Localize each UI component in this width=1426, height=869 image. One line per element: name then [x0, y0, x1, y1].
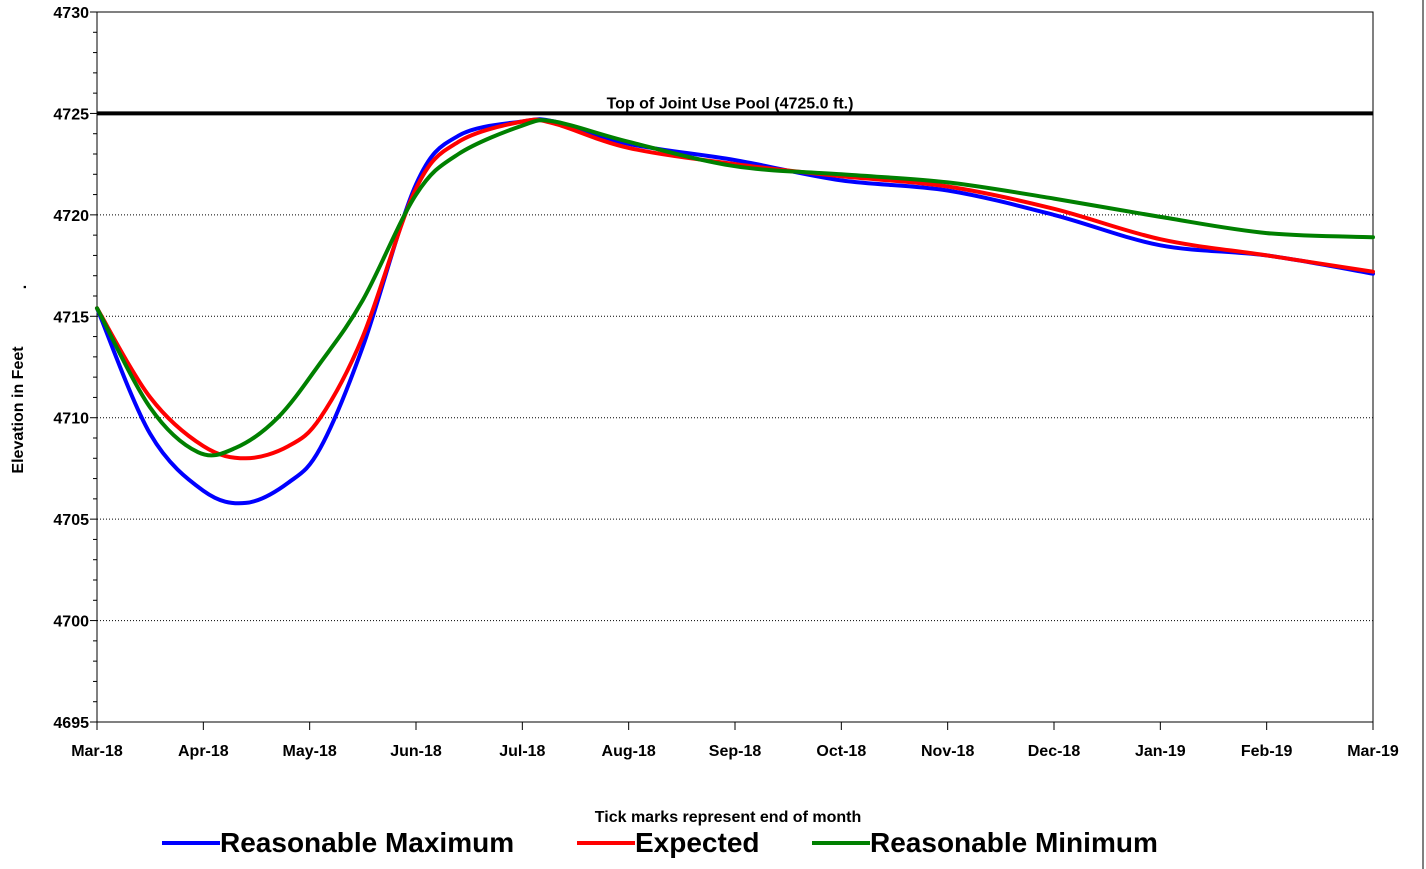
x-tick-label: Apr-18 — [178, 743, 229, 760]
y-axis-title: Elevation in Feet — [10, 346, 27, 474]
y-tick-label: 4720 — [53, 208, 89, 225]
series-line-reasonable-minimum — [95, 118, 1375, 458]
x-tick-label: Jan-19 — [1135, 743, 1186, 760]
x-tick-label: May-18 — [283, 743, 337, 760]
legend-label-reasonable-maximum: Reasonable Maximum — [220, 827, 514, 858]
x-tick-label: Oct-18 — [816, 743, 866, 760]
x-axis-title: Tick marks represent end of month — [595, 809, 861, 826]
x-tick-label: Feb-19 — [1241, 743, 1293, 760]
x-tick-label: Jul-18 — [499, 743, 545, 760]
x-tick-label: Aug-18 — [602, 743, 656, 760]
y-ticks: 4695 4700 4705 4710 4715 4720 4725 4730 — [53, 5, 97, 732]
x-tick-label: Mar-19 — [1347, 743, 1399, 760]
legend: Reasonable Maximum Expected Reasonable Min… — [162, 827, 1158, 858]
x-tick-label: Mar-18 — [71, 743, 123, 760]
y-tick-label: 4725 — [53, 106, 89, 123]
x-ticks: Mar-18 Apr-18 May-18 Jun-18 Jul-18 Aug-18 Sep-… — [71, 722, 1399, 760]
y-tick-label: 4715 — [53, 309, 89, 326]
y-axis-marker: . — [13, 285, 30, 289]
y-tick-label: 4710 — [53, 411, 89, 428]
series-lines — [95, 117, 1375, 506]
y-tick-label: 4730 — [53, 5, 89, 22]
x-tick-label: Dec-18 — [1028, 743, 1081, 760]
joint-use-pool-label: Top of Joint Use Pool (4725.0 ft.) — [607, 95, 854, 112]
x-tick-label: Jun-18 — [390, 743, 442, 760]
legend-label-reasonable-minimum: Reasonable Minimum — [870, 827, 1158, 858]
y-tick-label: 4695 — [53, 715, 89, 732]
plot-area — [96, 11, 1374, 723]
y-tick-label: 4705 — [53, 512, 89, 529]
legend-label-expected: Expected — [635, 827, 760, 858]
x-tick-label: Nov-18 — [921, 743, 974, 760]
reference-line-group: Top of Joint Use Pool (4725.0 ft.) — [97, 95, 1373, 116]
x-tick-label: Sep-18 — [709, 743, 762, 760]
y-tick-label: 4700 — [53, 614, 89, 631]
